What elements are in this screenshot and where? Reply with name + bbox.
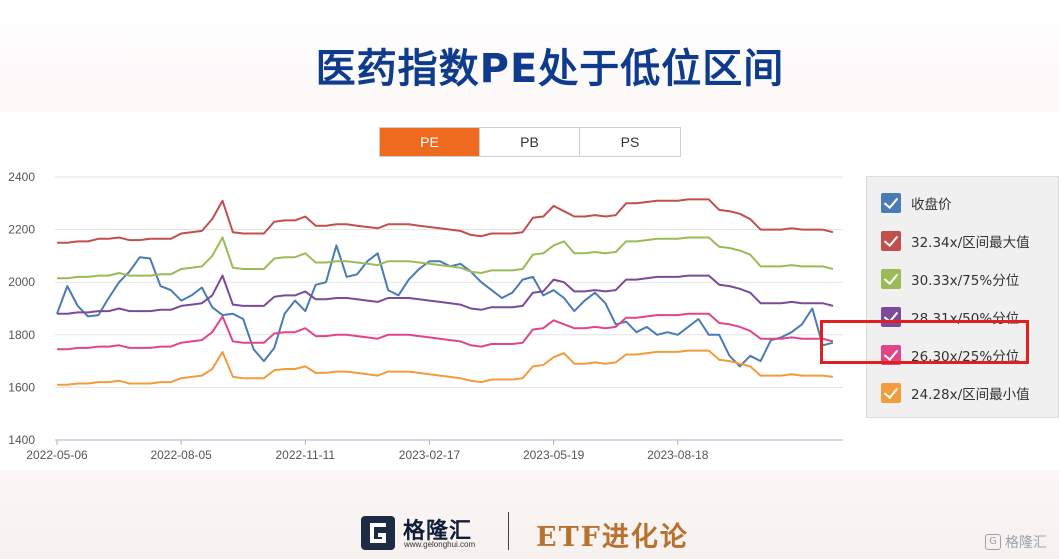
- chart-legend: 收盘价 32.34x/区间最大值 30.33x/75%分位 28.31x/50%…: [866, 176, 1059, 418]
- brand-name: 格隆汇: [403, 519, 473, 544]
- legend-item-p75[interactable]: 30.33x/75%分位: [881, 267, 1019, 291]
- series-line-3: [57, 274, 834, 315]
- legend-label: 32.34x/区间最大值: [911, 235, 1030, 251]
- series-line-5: [57, 349, 834, 386]
- x-tick-label: 2023-02-17: [399, 448, 461, 462]
- legend-label: 24.28x/区间最小值: [911, 387, 1030, 403]
- legend-label: 收盘价: [911, 197, 952, 213]
- y-tick-label: 1800: [8, 328, 35, 342]
- y-tick-label: 2400: [8, 170, 35, 184]
- column-name: ETF进化论: [536, 522, 689, 553]
- x-tick-label: 2022-05-06: [26, 448, 88, 462]
- x-tick-label: 2023-05-19: [523, 448, 585, 462]
- checkbox-icon: [881, 345, 901, 365]
- legend-item-close-price[interactable]: 收盘价: [881, 191, 952, 215]
- y-tick-label: 1400: [8, 433, 35, 447]
- y-tick-label: 1600: [8, 380, 35, 394]
- series-line-2: [57, 236, 834, 280]
- series-line-1: [57, 198, 834, 244]
- metric-tabs: PE PB PS: [379, 127, 681, 157]
- footer-divider: [508, 512, 509, 550]
- legend-item-min[interactable]: 24.28x/区间最小值: [881, 381, 1030, 405]
- y-tick-label: 2000: [8, 275, 35, 289]
- legend-label: 28.31x/50%分位: [911, 311, 1020, 327]
- checkbox-icon: [881, 383, 901, 403]
- tab-ps[interactable]: PS: [580, 128, 680, 156]
- legend-label: 30.33x/75%分位: [911, 273, 1020, 289]
- x-tick-label: 2022-08-05: [150, 448, 212, 462]
- watermark: G 格隆汇: [985, 532, 1047, 552]
- page-title: 医药指数PE处于低位区间: [315, 46, 785, 92]
- x-tick-label: 2022-11-11: [276, 448, 336, 462]
- brand-logo-icon: [361, 516, 395, 550]
- brand-url: www.gelonghui.com: [404, 540, 476, 549]
- highlight-box: [820, 320, 1029, 364]
- header-band: [0, 0, 1059, 112]
- x-tick-label: 2023-08-18: [647, 448, 709, 462]
- checkbox-icon: [881, 269, 901, 289]
- footer-band: [0, 470, 1059, 559]
- tab-pe[interactable]: PE: [380, 128, 480, 156]
- y-tick-label: 2200: [8, 223, 35, 237]
- legend-item-max[interactable]: 32.34x/区间最大值: [881, 229, 1030, 253]
- checkbox-icon: [881, 193, 901, 213]
- watermark-text: 格隆汇: [1005, 535, 1047, 551]
- checkbox-icon: [881, 231, 901, 251]
- series-line-4: [57, 312, 834, 351]
- series-line-0: [56, 244, 834, 368]
- line-chart: 1400 1600 1800 2000 2200 2400 2022-05-06 2022-0…: [8, 170, 843, 462]
- tab-pb[interactable]: PB: [480, 128, 580, 156]
- watermark-logo-icon: G: [985, 534, 1001, 550]
